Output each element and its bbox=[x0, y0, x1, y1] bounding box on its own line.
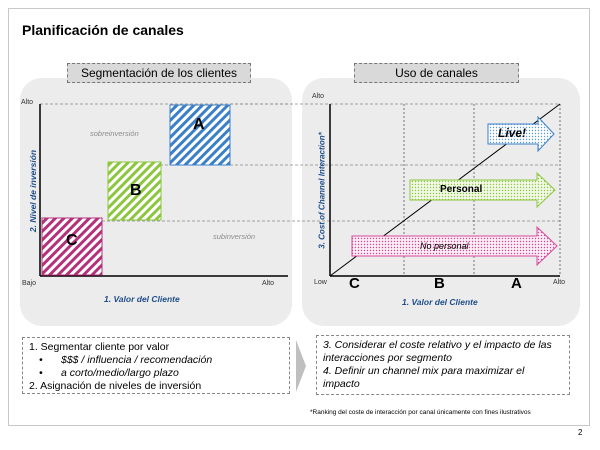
right-x-axis-label: 1. Valor del Cliente bbox=[402, 297, 478, 307]
personal-arrow bbox=[409, 171, 556, 209]
segment-c-label: C bbox=[66, 232, 78, 249]
no-personal-arrow-label: No personal bbox=[420, 241, 469, 251]
right-x-left-label: Low bbox=[314, 279, 327, 286]
step-1-sub-2-text: a corto/medio/largo plazo bbox=[61, 367, 179, 379]
underinvestment-label: subinversión bbox=[213, 232, 256, 241]
no-personal-arrow bbox=[351, 225, 558, 267]
left-x-right-label: Alto bbox=[262, 280, 275, 287]
x-segment-c: C bbox=[349, 275, 360, 292]
segment-b-box bbox=[107, 161, 162, 221]
x-segment-a: A bbox=[511, 275, 522, 292]
live-arrow bbox=[487, 115, 555, 153]
x-segment-b: B bbox=[434, 275, 445, 292]
step-chevron bbox=[296, 340, 306, 392]
overinvestment-label: sobreinversión bbox=[90, 129, 139, 138]
step-3-text: 3. Considerar el coste relativo y el imp… bbox=[323, 339, 552, 364]
footnote: *Ranking del coste de interacción por ca… bbox=[310, 409, 531, 416]
step-1-sub-1-text: $$$ / influencia / recomendación bbox=[61, 354, 213, 366]
slide-frame bbox=[8, 8, 590, 426]
page-number: 2 bbox=[578, 428, 583, 437]
segment-c-box bbox=[41, 217, 103, 276]
step-1-sub-2: • a corto/medio/largo plazo bbox=[39, 367, 179, 379]
left-x-axis-label: 1. Valor del Cliente bbox=[104, 294, 180, 304]
page-title: Planificación de canales bbox=[22, 22, 184, 38]
left-y-bottom-label: Bajo bbox=[22, 280, 37, 287]
personal-arrow-label: Personal bbox=[440, 184, 483, 195]
steps-right-box: 3. Considerar el coste relativo y el imp… bbox=[316, 335, 570, 395]
step-1-sub-1: • $$$ / influencia / recomendación bbox=[39, 354, 213, 366]
right-y-axis-label: 3. Cost of Channel Interaction* bbox=[317, 132, 327, 249]
channel-usage-panel bbox=[302, 78, 580, 326]
live-arrow-label: Live! bbox=[498, 126, 527, 140]
right-x-right-label: Alto bbox=[553, 279, 566, 286]
right-y-top-label: Alto bbox=[312, 93, 325, 100]
segmentation-header: Segmentación de los clientes bbox=[67, 63, 251, 83]
segment-a-box bbox=[169, 104, 231, 166]
step-1-text: 1. Segmentar cliente por valor bbox=[29, 341, 170, 353]
left-y-axis-label: 2. Nivel de inversión bbox=[28, 149, 38, 233]
segment-b-label: B bbox=[130, 182, 142, 199]
step-2-text: 2. Asignación de niveles de inversión bbox=[29, 380, 202, 392]
left-y-top-label: Alto bbox=[21, 99, 34, 106]
segment-a-label: A bbox=[193, 116, 205, 133]
steps-left-box: 1. Segmentar cliente por valor • $$$ / in… bbox=[22, 337, 290, 394]
step-4-text: 4. Definir un channel mix para maximizar… bbox=[323, 365, 525, 390]
channel-usage-header: Uso de canales bbox=[354, 63, 519, 83]
